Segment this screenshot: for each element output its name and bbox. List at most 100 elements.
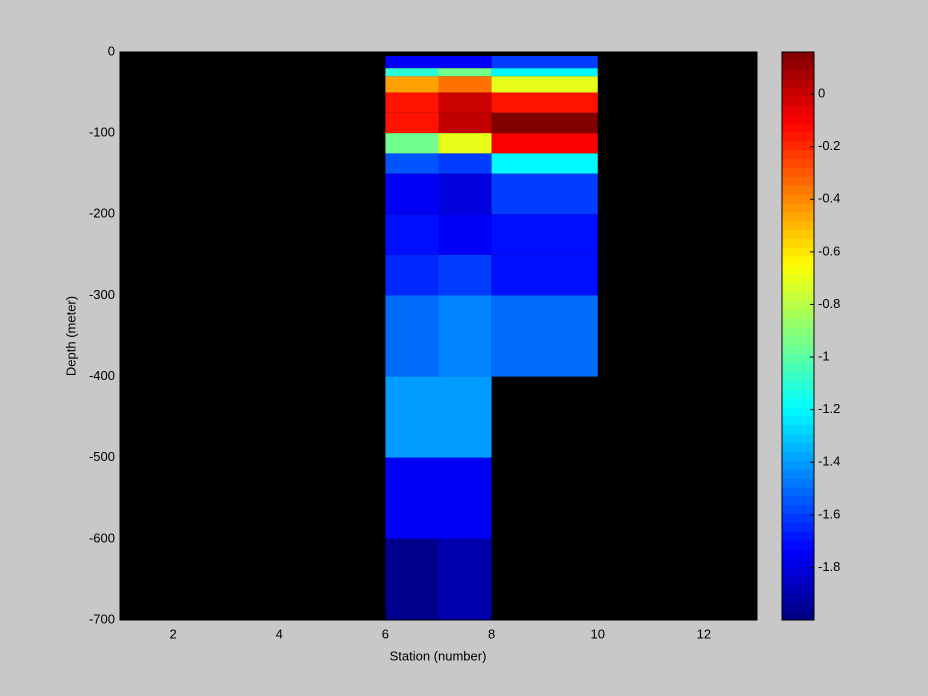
heatmap-cell: [491, 295, 598, 377]
colorbar-band: [782, 327, 814, 337]
heatmap-cell: [491, 112, 598, 134]
heatmap-cell: [491, 92, 598, 113]
y-axis-label: Depth (meter): [63, 296, 78, 376]
colorbar-band: [782, 513, 814, 523]
colorbar-band: [782, 557, 814, 568]
heatmap-cell: [491, 153, 598, 174]
colorbar-band: [782, 238, 814, 248]
heatmap-cell: [438, 538, 492, 620]
heatmap-cell: [438, 214, 492, 255]
heatmap-cell: [385, 457, 439, 539]
colorbar-band: [782, 87, 814, 97]
colorbar-band: [782, 273, 814, 284]
colorbar-frame: [781, 51, 815, 621]
y-tick-label: -500: [89, 449, 115, 464]
y-tick-label: -300: [89, 287, 115, 302]
heatmap-cell: [491, 76, 598, 93]
colorbar-band: [782, 140, 814, 151]
y-tick-label: -400: [89, 368, 115, 383]
heatmap-cell: [438, 153, 492, 174]
colorbar-band: [782, 611, 814, 621]
colorbar-band: [782, 389, 814, 399]
colorbar-band: [782, 371, 814, 381]
colorbar-tick-label: -0.6: [818, 243, 840, 258]
colorbar-band: [782, 442, 814, 452]
colorbar-band: [782, 398, 814, 408]
colorbar-band: [782, 131, 814, 142]
heatmap-cell: [438, 92, 492, 113]
heatmap-cell: [491, 254, 598, 296]
heatmap-cell: [385, 173, 439, 215]
colorbar-band: [782, 433, 814, 443]
colorbar-band: [782, 602, 814, 612]
heatmap-cell: [491, 214, 598, 255]
colorbar-band: [782, 336, 814, 346]
colorbar-band: [782, 584, 814, 594]
colorbar-band: [782, 69, 814, 80]
colorbar-tick-label: -0.2: [818, 138, 840, 153]
colorbar-band: [782, 176, 814, 186]
colorbar-band: [782, 211, 814, 222]
heatmap-cell: [491, 68, 598, 77]
colorbar-band: [782, 114, 814, 124]
heatmap-cell: [491, 173, 598, 215]
colorbar-tick-label: -1.8: [818, 559, 840, 574]
colorbar-band: [782, 300, 814, 310]
colorbar-band: [782, 566, 814, 577]
x-tick-label: 12: [697, 626, 711, 641]
colorbar-band: [782, 60, 814, 71]
colorbar-band: [782, 282, 814, 293]
heatmap-cell: [438, 254, 492, 296]
colorbar-band: [782, 194, 814, 204]
y-tick-label: -100: [89, 125, 115, 140]
plot-frame: [119, 51, 758, 621]
colorbar-band: [782, 353, 814, 364]
y-tick-label: -700: [89, 611, 115, 626]
colorbar-band: [782, 522, 814, 532]
heatmap-cell: [385, 112, 439, 134]
colorbar-band: [782, 256, 814, 266]
heatmap-cell: [385, 538, 439, 620]
heatmap-cell: [385, 92, 439, 113]
x-axis-label: Station (number): [390, 648, 487, 663]
colorbar-band: [782, 531, 814, 541]
colorbar-band: [782, 105, 814, 115]
x-tick-label: 6: [382, 626, 389, 641]
colorbar-band: [782, 229, 814, 239]
heatmap-cell: [438, 173, 492, 215]
colorbar-band: [782, 424, 814, 435]
colorbar-band: [782, 593, 814, 603]
colorbar-band: [782, 149, 814, 159]
heatmap-cell: [438, 68, 492, 77]
colorbar-band: [782, 158, 814, 168]
colorbar-band: [782, 415, 814, 426]
colorbar-band: [782, 478, 814, 488]
colorbar-band: [782, 344, 814, 355]
colorbar-band: [782, 504, 814, 514]
heatmap-cell: [385, 376, 439, 458]
colorbar-band: [782, 549, 814, 559]
colorbar-band: [782, 96, 814, 106]
colorbar-band: [782, 52, 814, 62]
heatmap-cell: [438, 295, 492, 377]
colorbar-band: [782, 265, 814, 275]
colorbar-tick-label: -1.2: [818, 401, 840, 416]
x-tick-label: 2: [169, 626, 176, 641]
heatmap-cell: [385, 76, 439, 93]
colorbar-band: [782, 486, 814, 497]
colorbar-band: [782, 362, 814, 372]
colorbar-band: [782, 540, 814, 550]
x-tick-label: 10: [591, 626, 605, 641]
heatmap-cell: [385, 214, 439, 255]
colorbar-band: [782, 469, 814, 479]
colorbar-tick-label: 0: [818, 86, 825, 101]
heatmap-cell: [385, 133, 439, 154]
y-tick-label: -200: [89, 206, 115, 221]
colorbar-band: [782, 380, 814, 390]
colorbar-tick-label: -1: [818, 348, 830, 363]
y-tick-label: -600: [89, 530, 115, 545]
colorbar-tick-label: -1.6: [818, 506, 840, 521]
heatmap-cell: [438, 112, 492, 134]
colorbar-tick-label: -0.8: [818, 296, 840, 311]
colorbar-band: [782, 495, 814, 506]
